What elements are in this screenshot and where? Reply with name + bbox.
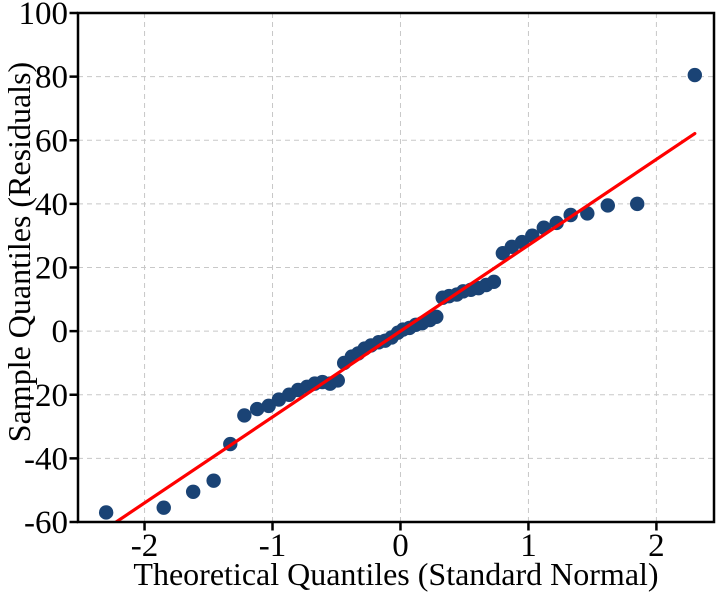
data-point xyxy=(185,484,201,499)
data-point xyxy=(429,309,444,325)
gridlines xyxy=(78,13,714,522)
data-point xyxy=(687,67,703,83)
axis-ticks xyxy=(69,11,658,531)
tick-labels: -2 -1 0 1 2 -60 -40 -20 0 20 40 60 80 100 xyxy=(19,0,665,564)
x-tick-label: 2 xyxy=(648,528,665,564)
reference-line-layer xyxy=(113,131,697,522)
plot-border xyxy=(76,11,716,524)
data-point xyxy=(600,198,615,213)
data-point xyxy=(486,274,502,290)
y-tick-label: 20 xyxy=(35,251,68,287)
data-point xyxy=(156,500,171,515)
data-point xyxy=(630,196,645,212)
data-point xyxy=(249,401,265,417)
y-axis-title: Sample Quantiles (Residuals) xyxy=(1,62,37,442)
y-tick-label: 60 xyxy=(35,123,68,159)
x-axis-title: Theoretical Quantiles (Standard Normal) xyxy=(133,556,658,592)
data-point xyxy=(206,473,221,488)
x-tick-label: 1 xyxy=(520,528,537,564)
x-tick-label: 0 xyxy=(392,528,409,564)
y-tick-label: 0 xyxy=(52,314,69,350)
y-tick-label: -40 xyxy=(24,441,68,477)
data-point xyxy=(549,215,564,231)
data-point xyxy=(237,408,252,423)
x-tick-label: -2 xyxy=(131,528,159,564)
y-tick-label: -20 xyxy=(24,378,68,414)
y-tick-label: 100 xyxy=(19,0,69,32)
y-tick-label: 40 xyxy=(35,187,68,223)
data-point xyxy=(98,505,114,520)
y-tick-label: 80 xyxy=(35,60,68,96)
reference-line xyxy=(113,131,697,522)
x-tick-label: -1 xyxy=(259,528,287,564)
y-tick-label: -60 xyxy=(24,505,68,541)
